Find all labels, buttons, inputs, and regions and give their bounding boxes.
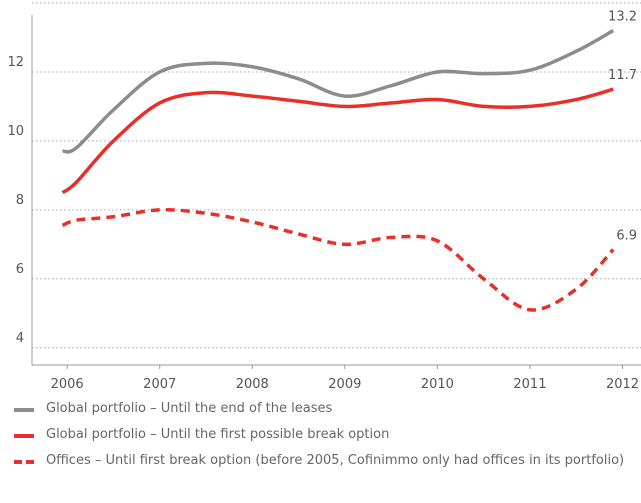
x-tick-label: 2010 — [421, 377, 454, 392]
y-tick-label: 12 — [7, 55, 24, 70]
legend-swatch — [14, 408, 34, 412]
y-tick-label: 6 — [16, 262, 24, 277]
x-tick-label: 2011 — [513, 377, 546, 392]
y-tick-label: 10 — [7, 124, 24, 139]
legend-swatch — [14, 434, 34, 438]
legend-label: Offices – Until first break option (befo… — [46, 453, 625, 468]
series-line — [61, 208, 615, 312]
x-tick-label: 2007 — [143, 377, 176, 392]
x-tick-label: 2006 — [51, 377, 84, 392]
y-tick-label: 8 — [16, 193, 24, 208]
end-label: 11.7 — [608, 68, 637, 83]
y-tick-label: 4 — [16, 331, 24, 346]
y-tick-label: 14 — [7, 0, 24, 1]
chart: 4 6 8 10 12 14 2006 2007 2008 2009 2010 2011 2012 13.… — [7, 0, 641, 392]
legend: Global portfolio – Until the end of the … — [0, 400, 630, 478]
end-label: 13.2 — [608, 10, 637, 25]
x-tick-label: 2012 — [606, 377, 639, 392]
series-line — [61, 87, 614, 195]
x-tick-label: 2008 — [236, 377, 269, 392]
legend-label: Global portfolio – Until the first possi… — [46, 427, 390, 442]
legend-swatch — [14, 460, 34, 464]
x-tick-label: 2009 — [328, 377, 361, 392]
end-label: 6.9 — [616, 229, 637, 244]
series-line — [62, 29, 615, 154]
legend-entry: Offices – Until first break option (befo… — [0, 452, 630, 470]
legend-entry: Global portfolio – Until the end of the … — [0, 400, 630, 418]
legend-label: Global portfolio – Until the end of the … — [46, 401, 333, 416]
legend-entry: Global portfolio – Until the first possi… — [0, 426, 630, 444]
